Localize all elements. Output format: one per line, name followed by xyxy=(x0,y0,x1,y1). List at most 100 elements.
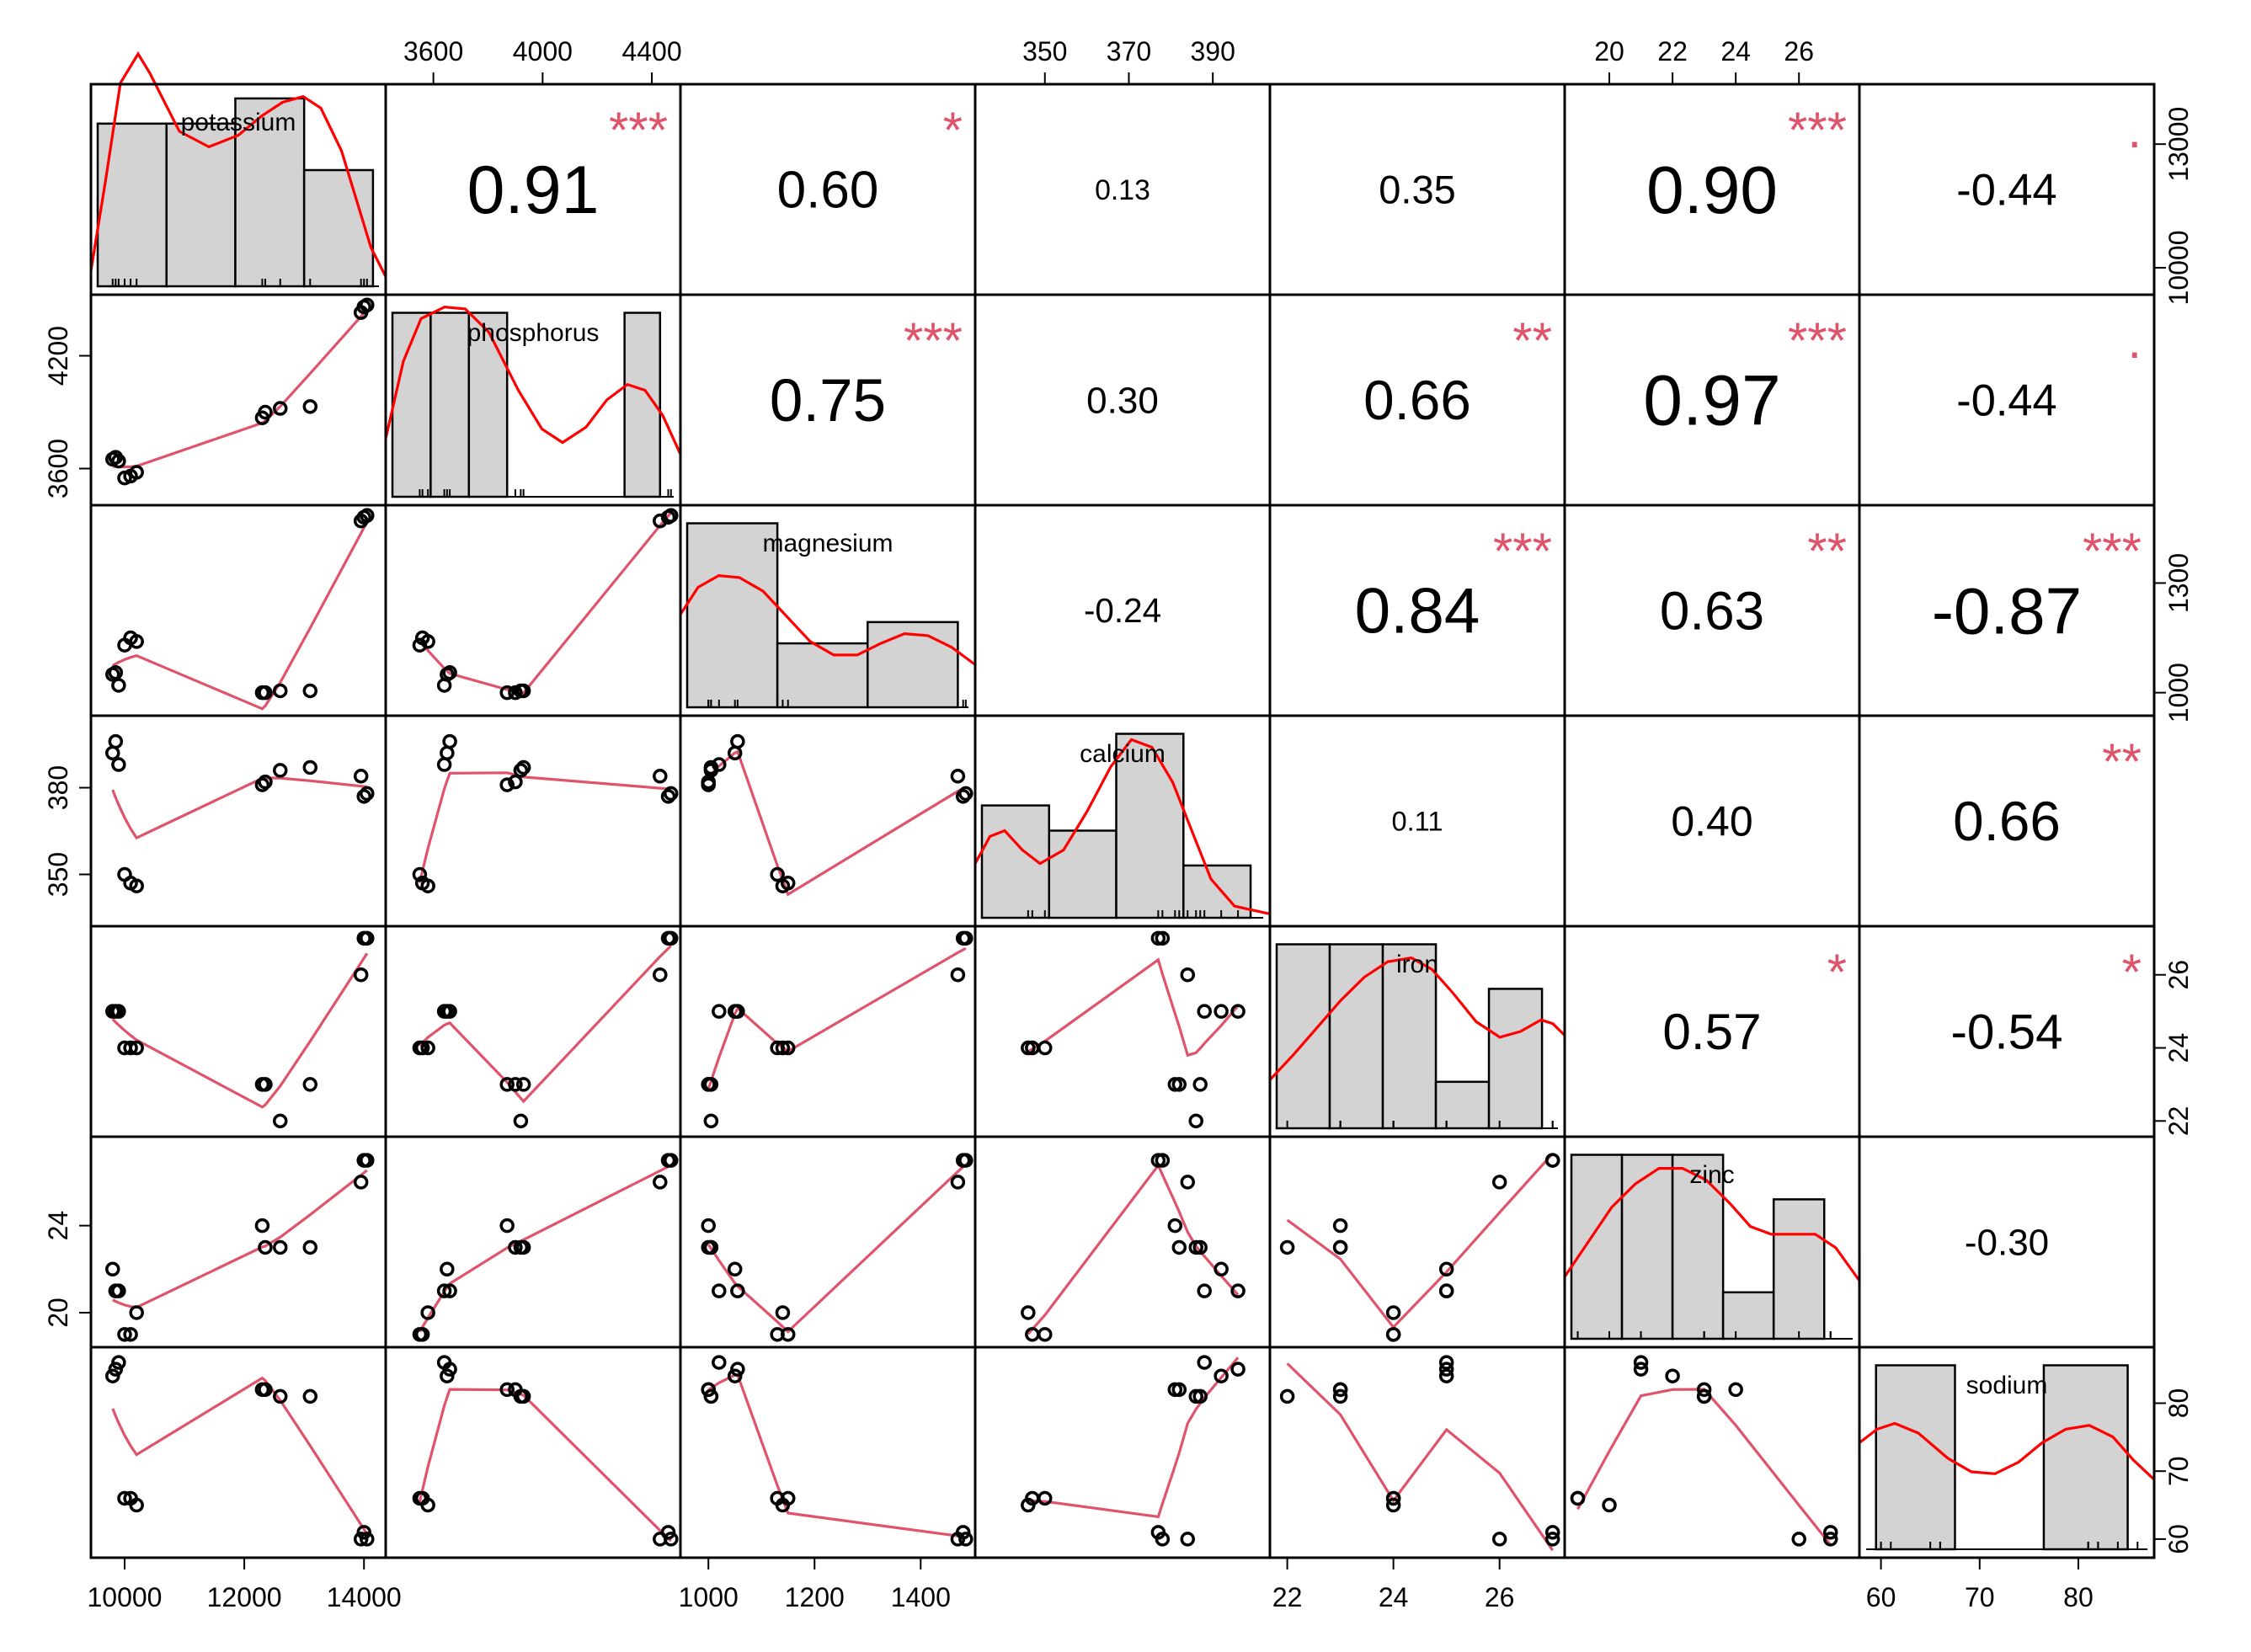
scatter-point xyxy=(1025,1327,1040,1342)
scatter-point xyxy=(1491,1532,1507,1547)
significance-stars: * xyxy=(2122,944,2142,1000)
correlation-value: -0.30 xyxy=(1965,1222,2049,1263)
scatter-point xyxy=(117,1327,132,1342)
correlation-value: 0.97 xyxy=(1643,360,1781,440)
scatter-point xyxy=(258,1382,273,1398)
panel-calcium-sodium: 0.66 ** xyxy=(1858,714,2156,928)
scatter-point xyxy=(353,1175,369,1190)
histogram-bar xyxy=(467,312,509,498)
scatter-point xyxy=(660,789,676,804)
tick-label: 24 xyxy=(2163,1033,2194,1063)
histogram-bar xyxy=(429,312,471,498)
histogram-bar xyxy=(165,122,237,288)
scatter-point xyxy=(302,1239,318,1255)
scatter-point xyxy=(1171,1077,1187,1092)
scatter-point xyxy=(1602,1497,1617,1513)
significance-stars: . xyxy=(2127,312,2142,369)
scatter-point xyxy=(508,774,523,790)
scatter-point xyxy=(1633,1355,1649,1370)
scatter-point xyxy=(653,513,668,529)
scatter-point xyxy=(703,759,719,775)
tick-label: 380 xyxy=(43,765,73,810)
smooth-line xyxy=(1286,1153,1554,1330)
smooth-line xyxy=(419,945,672,1104)
scatter-point xyxy=(1192,1239,1208,1255)
scatter-point xyxy=(108,1362,124,1377)
scatter-point xyxy=(302,399,318,414)
scatter-point xyxy=(1230,1362,1246,1377)
scatter-point xyxy=(436,678,452,693)
scatter-point xyxy=(360,1532,375,1547)
scatter-point xyxy=(272,401,288,416)
correlation-value: -0.54 xyxy=(1950,1005,2062,1059)
diagonal-label-iron: iron xyxy=(1396,951,1438,978)
scatter-point xyxy=(775,878,791,893)
histogram-bar xyxy=(1721,1291,1775,1340)
histogram-bar xyxy=(1487,988,1544,1130)
scatter-point xyxy=(712,1283,727,1298)
scatter-point xyxy=(712,1004,727,1019)
scatter-point xyxy=(1544,1153,1560,1168)
tick-label: 350 xyxy=(1022,36,1067,67)
scatter-point xyxy=(117,1490,132,1506)
scatter-point xyxy=(1192,1388,1208,1404)
smooth-line xyxy=(112,521,369,711)
scatter-point xyxy=(302,759,318,775)
scatter-point xyxy=(1155,930,1171,946)
scatter-point xyxy=(442,733,457,749)
scatter-point xyxy=(515,1077,531,1092)
histogram-bar xyxy=(2042,1364,2129,1551)
scatter-point xyxy=(420,1305,435,1320)
scatter-point xyxy=(515,759,531,775)
scatter-point xyxy=(664,1153,679,1168)
scatter-point xyxy=(436,757,452,772)
histogram-bar xyxy=(867,621,959,709)
scatter-point xyxy=(1192,1077,1208,1092)
tick-label: 70 xyxy=(2163,1456,2194,1486)
panel-iron-iron: iron xyxy=(1268,925,1566,1138)
scatter-point xyxy=(442,665,457,680)
correlation-value: 0.63 xyxy=(1660,580,1764,641)
density-curve xyxy=(1859,1421,2156,1481)
tick-label: 10000 xyxy=(2163,230,2194,305)
scatter-point xyxy=(129,634,144,649)
scatter-point xyxy=(302,1388,318,1404)
scatter-point xyxy=(258,1239,273,1255)
tick-label: 4200 xyxy=(43,326,73,386)
significance-stars: *** xyxy=(904,312,963,369)
tick-label: 26 xyxy=(1784,36,1814,67)
tick-label: 60 xyxy=(1866,1582,1896,1612)
tick-label: 370 xyxy=(1107,36,1151,67)
scatter-point xyxy=(1438,1261,1454,1277)
scatter-point xyxy=(360,297,375,312)
scatter-point xyxy=(1188,1113,1203,1129)
scatter-point xyxy=(703,1077,719,1092)
tick-label: 24 xyxy=(1720,36,1751,67)
correlation-value: -0.87 xyxy=(1932,573,2082,647)
scatter-point xyxy=(958,786,973,802)
tick-label: 3600 xyxy=(43,439,73,498)
scatter-point xyxy=(1696,1388,1712,1404)
scatter-point xyxy=(653,1175,668,1190)
tick-label: 24 xyxy=(43,1211,73,1241)
panel-phosphorus-phosphorus: phosphorus xyxy=(384,293,682,507)
panel-calcium-magnesium xyxy=(679,714,977,928)
panel-zinc-sodium: -0.30 xyxy=(1858,1135,2156,1349)
correlation-value: 0.13 xyxy=(1095,174,1150,206)
smooth-line xyxy=(111,1376,369,1535)
histogram-bar xyxy=(1115,733,1185,919)
scatter-point xyxy=(1696,1382,1712,1398)
histogram-bar xyxy=(1772,1198,1826,1340)
scatter-point xyxy=(1822,1532,1838,1547)
diagonal-label-zinc: zinc xyxy=(1689,1161,1734,1189)
scatter-point xyxy=(499,1077,515,1092)
tick-label: 10000 xyxy=(87,1582,162,1612)
scatter-point xyxy=(129,1305,144,1320)
scatter-point xyxy=(499,1218,515,1234)
panel-sodium-iron xyxy=(1268,1346,1566,1559)
panel-magnesium-sodium: -0.87*** xyxy=(1858,504,2156,717)
scatter-point xyxy=(123,1040,138,1056)
scatter-point xyxy=(302,1077,318,1092)
significance-stars: *** xyxy=(1788,102,1847,158)
